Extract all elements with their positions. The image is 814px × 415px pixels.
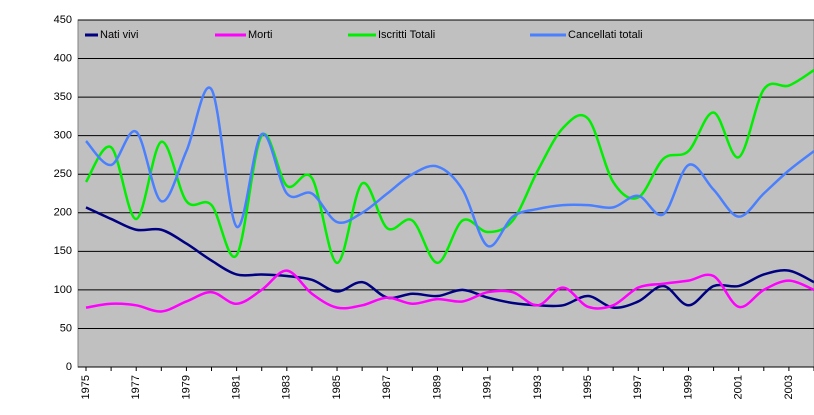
x-tick-label: 2001 [733,375,745,399]
x-tick-label: 1981 [231,375,243,399]
y-tick-label: 250 [54,168,72,180]
x-tick-label: 1985 [331,375,343,399]
x-tick-label: 1999 [682,375,694,399]
legend-label: Morti [248,29,272,41]
legend-label: Iscritti Totali [378,29,435,41]
x-tick-label: 1977 [130,375,142,399]
series-line [85,86,814,248]
series-line [85,269,814,313]
x-tick-label: 1995 [582,375,594,399]
y-tick-label: 50 [60,322,72,334]
x-tick-label: 1997 [632,375,644,399]
plot-area [77,19,814,368]
y-tick-label: 450 [54,14,72,26]
x-tick-label: 1979 [180,375,192,399]
x-tick-label: 1975 [80,375,92,399]
legend-label: Cancellati totali [568,29,643,41]
y-tick-label: 200 [54,207,72,219]
y-tick-label: 300 [54,130,72,142]
series-line [84,69,814,265]
y-tick-label: 150 [54,245,72,257]
x-tick-label: 1983 [281,375,293,399]
x-tick-label: 1991 [482,375,494,399]
y-tick-label: 350 [54,91,72,103]
x-tick-label: 2003 [783,375,795,399]
x-tick-label: 1993 [532,375,544,399]
legend-label: Nati vivi [100,29,139,41]
y-tick-label: 100 [54,284,72,296]
y-tick-label: 0 [66,361,72,373]
series-line [85,206,814,310]
x-tick-label: 1989 [431,375,443,399]
y-tick-label: 400 [54,52,72,64]
x-tick-label: 1987 [381,375,393,399]
